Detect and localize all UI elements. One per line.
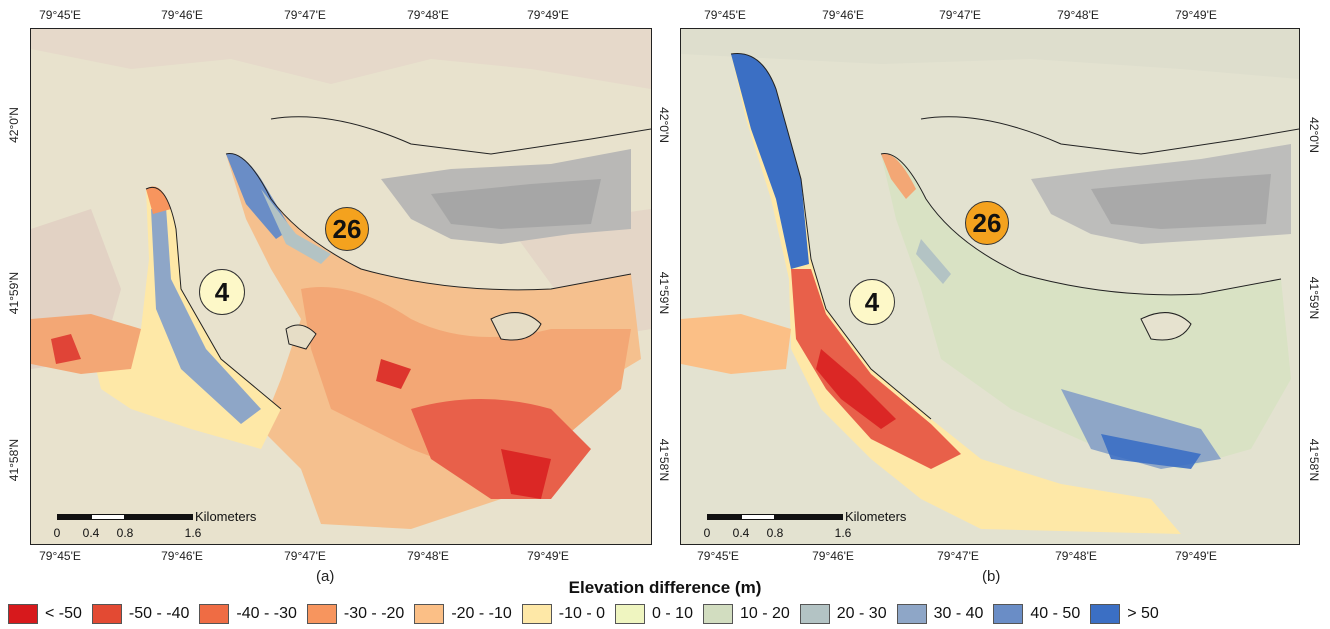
legend-item: -40 - -30 xyxy=(199,604,297,624)
lon-tick: 79°46'E xyxy=(812,549,854,563)
legend-swatch xyxy=(896,604,927,624)
legend-swatch xyxy=(1090,604,1121,624)
legend-item: < -50 xyxy=(8,604,82,624)
lat-tick: 41°59'N xyxy=(657,271,671,315)
elevation-difference-map-b xyxy=(681,29,1299,544)
legend-label: 40 - 50 xyxy=(1030,605,1081,622)
lon-tick: 79°48'E xyxy=(407,8,449,22)
legend-title: Elevation difference (m) xyxy=(568,578,762,597)
lat-tick: 41°58'N xyxy=(1307,438,1321,482)
map-panel-a: 4 26 Kilometers 0 0.4 0.8 1.6 xyxy=(30,28,652,545)
lon-tick: 79°48'E xyxy=(407,549,449,563)
legend-swatch xyxy=(615,604,646,624)
legend-label: 20 - 30 xyxy=(836,605,887,622)
legend-swatch xyxy=(702,604,733,624)
legend-item: 20 - 30 xyxy=(799,604,887,624)
lon-tick: 79°46'E xyxy=(161,549,203,563)
legend-swatch xyxy=(306,604,337,624)
legend-item: 40 - 50 xyxy=(993,604,1080,624)
scale-label: 1.6 xyxy=(184,526,202,540)
legend-item: -10 - 0 xyxy=(521,604,606,624)
elevation-difference-map-a xyxy=(31,29,651,544)
legend-label: -30 - -20 xyxy=(343,605,405,622)
lon-tick: 79°48'E xyxy=(1057,8,1099,22)
lat-tick: 41°58'N xyxy=(7,438,21,482)
legend-item: -20 - -10 xyxy=(414,604,512,624)
scale-label: 0.8 xyxy=(116,526,134,540)
scale-units: Kilometers xyxy=(195,509,257,524)
legend-label: 10 - 20 xyxy=(739,605,790,622)
panel-a-label: (a) xyxy=(316,568,335,585)
legend-item: > 50 xyxy=(1090,604,1159,624)
scale-label: 1.6 xyxy=(834,526,852,540)
legend-swatch xyxy=(91,604,122,624)
scale-label: 0 xyxy=(703,526,711,540)
glacier-4-label: 4 xyxy=(849,279,895,325)
lat-tick: 42°0'N xyxy=(1307,117,1321,153)
legend-label: 30 - 40 xyxy=(933,605,984,622)
lon-tick: 79°45'E xyxy=(39,549,81,563)
lon-tick: 79°49'E xyxy=(1175,8,1217,22)
legend-label: 0 - 10 xyxy=(652,605,693,622)
lon-tick: 79°45'E xyxy=(704,8,746,22)
legend-label: -50 - -40 xyxy=(128,605,190,622)
lon-tick: 79°47'E xyxy=(939,8,981,22)
lon-tick: 79°49'E xyxy=(527,549,569,563)
lon-tick: 79°45'E xyxy=(39,8,81,22)
legend-item: 10 - 20 xyxy=(702,604,790,624)
glacier-26-label: 26 xyxy=(965,201,1009,245)
lat-tick: 41°59'N xyxy=(7,271,21,315)
legend-label: > 50 xyxy=(1127,605,1159,622)
lon-tick: 79°47'E xyxy=(284,8,326,22)
lon-tick: 79°48'E xyxy=(1055,549,1097,563)
legend-label: -40 - -30 xyxy=(236,605,297,622)
legend-label: < -50 xyxy=(45,605,82,622)
scale-label: 0 xyxy=(53,526,61,540)
lon-tick: 79°46'E xyxy=(822,8,864,22)
legend-item: -50 - -40 xyxy=(91,604,190,624)
map-panel-b: 4 26 Kilometers 0 0.4 0.8 1.6 xyxy=(680,28,1300,545)
scale-units: Kilometers xyxy=(845,509,907,524)
scale-label: 0.8 xyxy=(766,526,784,540)
legend-swatch xyxy=(993,604,1024,624)
legend: < -50 -50 - -40 -40 - -30 -30 - -20 -20 - -1… xyxy=(8,604,1169,624)
legend-swatch xyxy=(799,604,830,624)
scale-label: 0.4 xyxy=(82,526,100,540)
lon-tick: 79°47'E xyxy=(937,549,979,563)
lat-tick: 41°58'N xyxy=(657,438,671,482)
legend-item: -30 - -20 xyxy=(306,604,405,624)
legend-swatch xyxy=(199,604,230,624)
legend-label: -10 - 0 xyxy=(558,605,606,622)
legend-swatch xyxy=(521,604,552,624)
glacier-4-label: 4 xyxy=(199,269,245,315)
lon-tick: 79°47'E xyxy=(284,549,326,563)
lon-tick: 79°46'E xyxy=(161,8,203,22)
legend-item: 0 - 10 xyxy=(615,604,693,624)
legend-swatch xyxy=(414,604,445,624)
lat-tick: 41°59'N xyxy=(1307,276,1321,320)
legend-label: -20 - -10 xyxy=(451,605,512,622)
lon-tick: 79°49'E xyxy=(527,8,569,22)
glacier-26-label: 26 xyxy=(325,207,369,251)
lat-tick: 42°0'N xyxy=(657,107,671,143)
legend-swatch xyxy=(8,604,38,624)
panel-b-label: (b) xyxy=(982,568,1001,585)
lat-tick: 42°0'N xyxy=(7,107,21,143)
scale-label: 0.4 xyxy=(732,526,750,540)
legend-item: 30 - 40 xyxy=(896,604,984,624)
lon-tick: 79°49'E xyxy=(1175,549,1217,563)
lon-tick: 79°45'E xyxy=(697,549,739,563)
